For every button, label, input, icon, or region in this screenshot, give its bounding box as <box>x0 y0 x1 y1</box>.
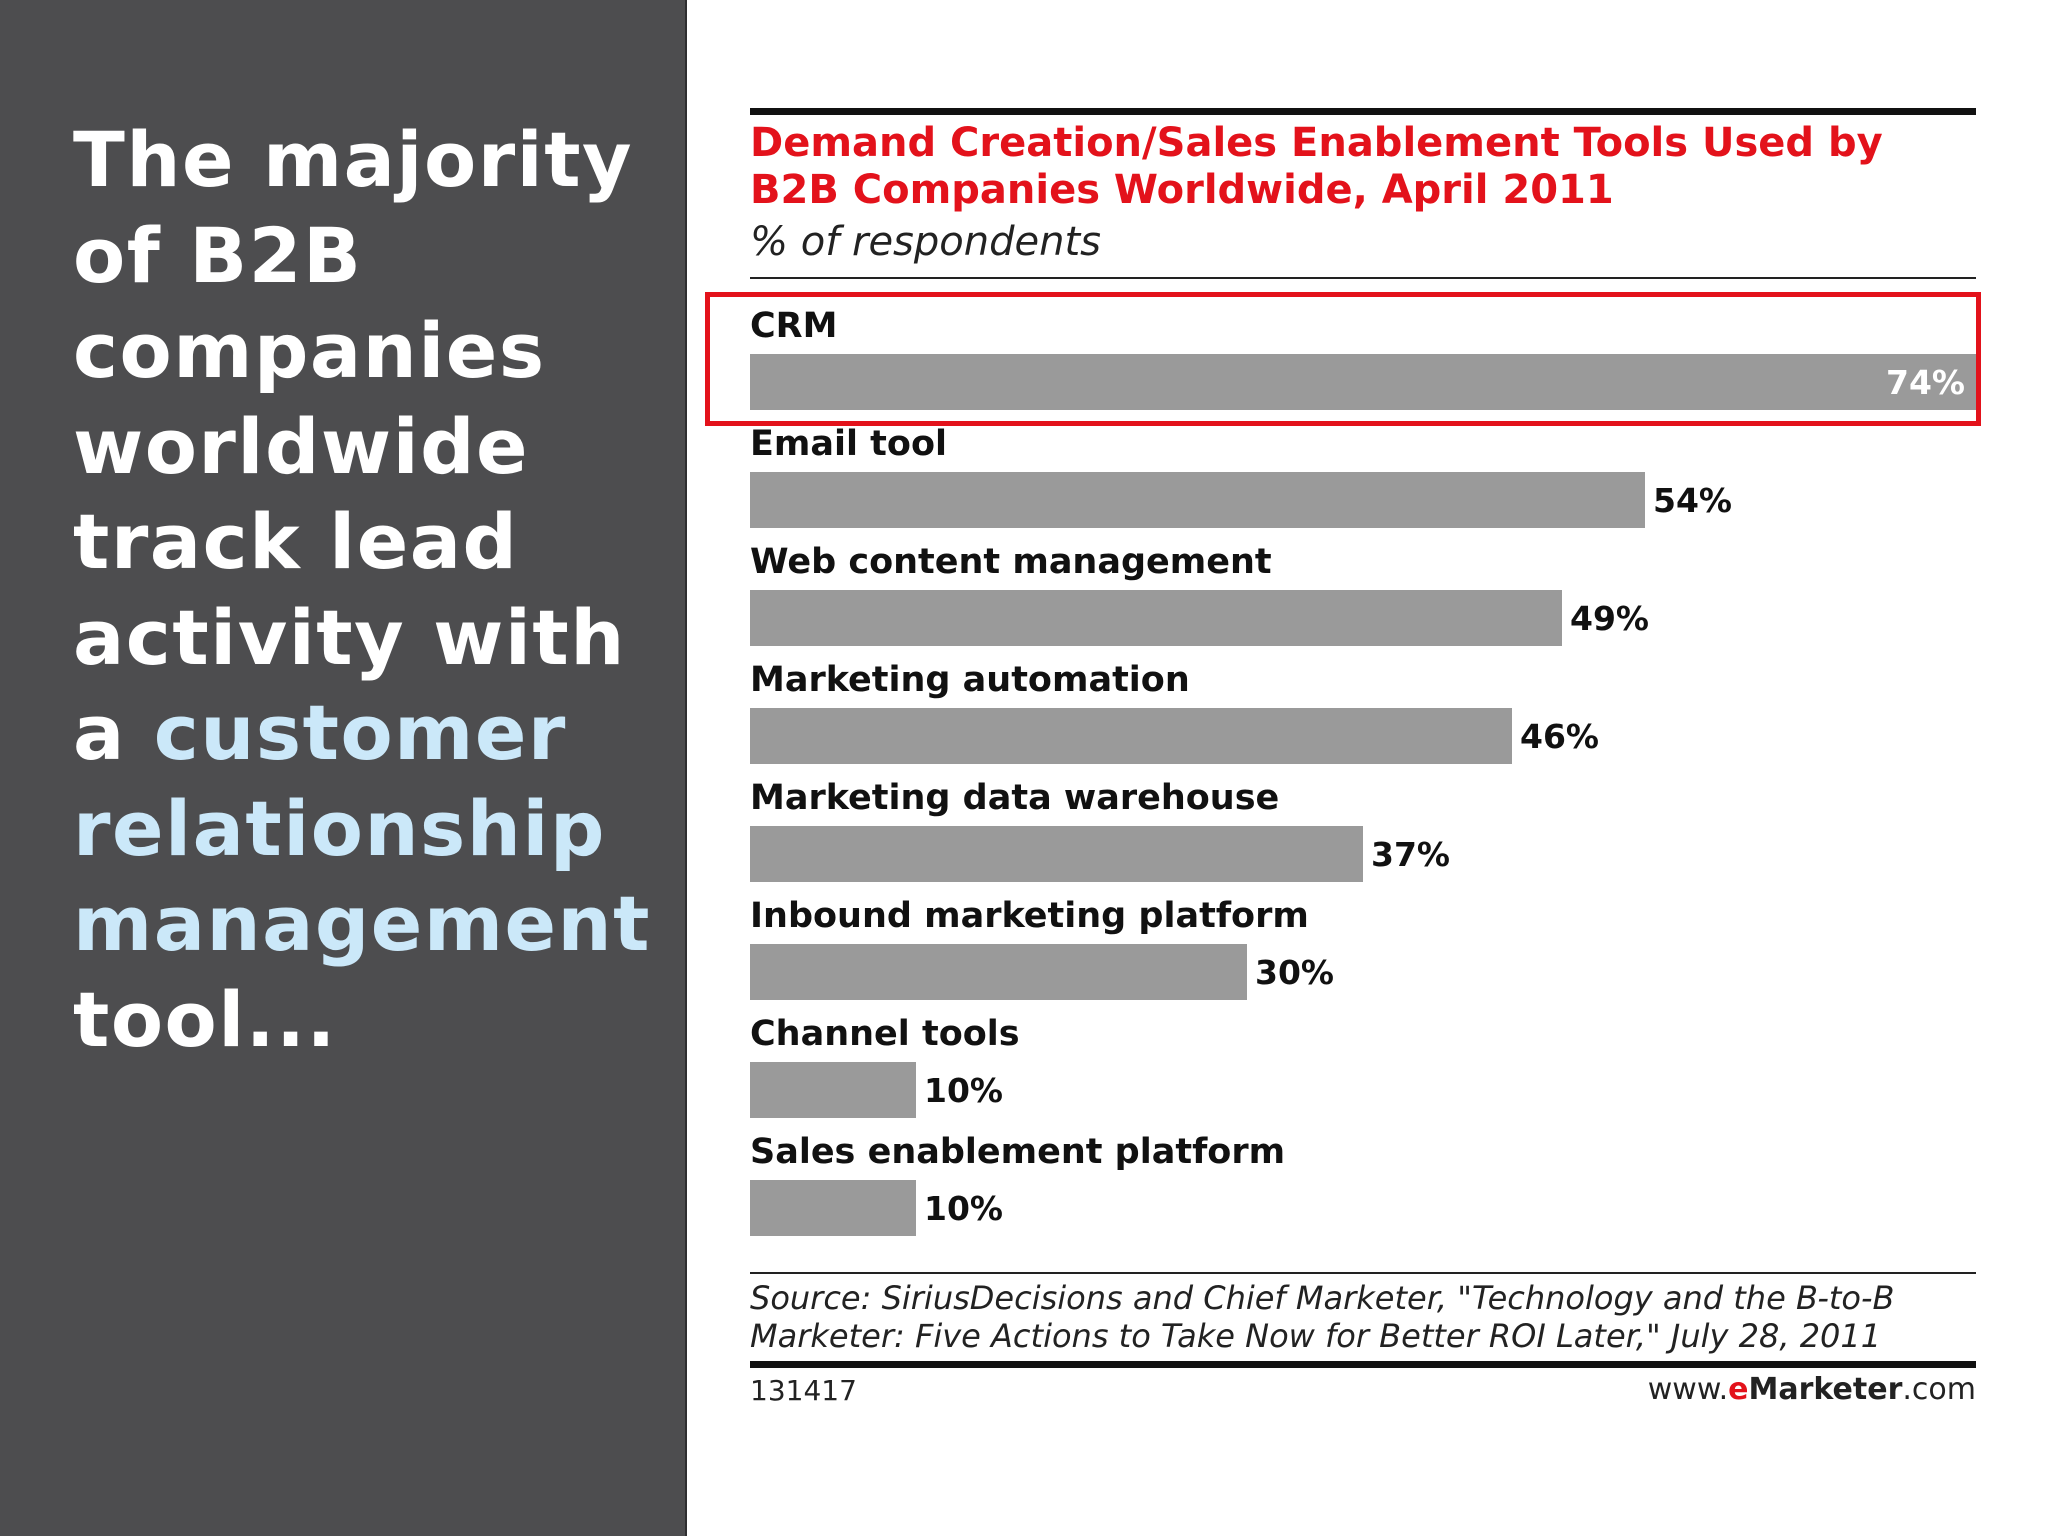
headline-line-3: companies <box>73 306 546 395</box>
bar-sales-enablement-platform <box>750 1180 916 1236</box>
headline-line-2: of B2B <box>73 210 363 300</box>
source-note: Source: SiriusDecisions and Chief Market… <box>750 1279 1990 1355</box>
headline: The majority of B2B companies worldwide … <box>73 112 673 1067</box>
headline-line-4: worldwide <box>73 401 530 491</box>
headline-line-6: activity with <box>73 592 626 682</box>
source-line-2: Marketer: Five Actions to Take Now for B… <box>750 1317 1882 1355</box>
source-line-1: Source: SiriusDecisions and Chief Market… <box>750 1279 1895 1317</box>
category-label-crm: CRM <box>750 306 838 346</box>
value-label-web-content-management: 49% <box>1570 599 1649 638</box>
bar-crm <box>750 354 1976 410</box>
bar-inbound-marketing-platform <box>750 944 1247 1000</box>
chart-title: Demand Creation/Sales Enablement Tools U… <box>750 120 1990 214</box>
brand-e: e <box>1728 1372 1749 1407</box>
top-rule <box>750 108 1976 115</box>
category-label-channel-tools: Channel tools <box>750 1014 1020 1054</box>
subtitle-rule <box>750 277 1976 279</box>
source-rule <box>750 1272 1976 1274</box>
value-label-sales-enablement-platform: 10% <box>924 1189 1003 1228</box>
headline-highlight-management: management <box>73 879 651 968</box>
bar-marketing-data-warehouse <box>750 826 1363 882</box>
value-label-inbound-marketing-platform: 30% <box>1255 953 1334 992</box>
category-label-marketing-automation: Marketing automation <box>750 660 1190 700</box>
headline-line-10: tool... <box>73 974 337 1064</box>
chart-id: 131417 <box>750 1374 857 1407</box>
brand-name: Marketer <box>1748 1372 1903 1407</box>
bar-web-content-management <box>750 590 1562 646</box>
bar-marketing-automation <box>750 708 1512 764</box>
headline-line-1: The majority <box>73 115 634 204</box>
brand-prefix: www. <box>1647 1372 1729 1407</box>
emarketer-logo: www.eMarketer.com <box>1648 1372 1976 1407</box>
value-label-email-tool: 54% <box>1653 481 1732 520</box>
value-label-marketing-data-warehouse: 37% <box>1371 835 1450 874</box>
brand-suffix: .com <box>1902 1372 1976 1407</box>
value-label-marketing-automation: 46% <box>1520 717 1599 756</box>
value-label-channel-tools: 10% <box>924 1071 1003 1110</box>
chart: Demand Creation/Sales Enablement Tools U… <box>705 0 2048 1536</box>
headline-highlight-relationship: relationship <box>73 783 606 873</box>
headline-line-5: track lead <box>73 497 519 586</box>
headline-panel: The majority of B2B companies worldwide … <box>0 0 687 1536</box>
category-label-sales-enablement-platform: Sales enablement platform <box>750 1132 1286 1172</box>
bar-channel-tools <box>750 1062 916 1118</box>
category-label-inbound-marketing-platform: Inbound marketing platform <box>750 896 1309 936</box>
chart-subtitle: % of respondents <box>750 219 1101 265</box>
crm-highlight-box <box>705 292 1981 426</box>
headline-highlight-customer: customer <box>153 688 567 777</box>
bottom-rule <box>750 1361 1976 1368</box>
category-label-web-content-management: Web content management <box>750 542 1272 582</box>
chart-title-line-1: Demand Creation/Sales Enablement Tools U… <box>750 120 1883 166</box>
headline-line-7: a customer <box>73 685 673 781</box>
value-label-crm: 74% <box>1886 363 1965 402</box>
category-label-email-tool: Email tool <box>750 424 947 464</box>
chart-title-line-2: B2B Companies Worldwide, April 2011 <box>750 167 1614 213</box>
category-label-marketing-data-warehouse: Marketing data warehouse <box>750 778 1280 818</box>
headline-line-7-prefix: a <box>73 688 154 777</box>
bar-email-tool <box>750 472 1645 528</box>
